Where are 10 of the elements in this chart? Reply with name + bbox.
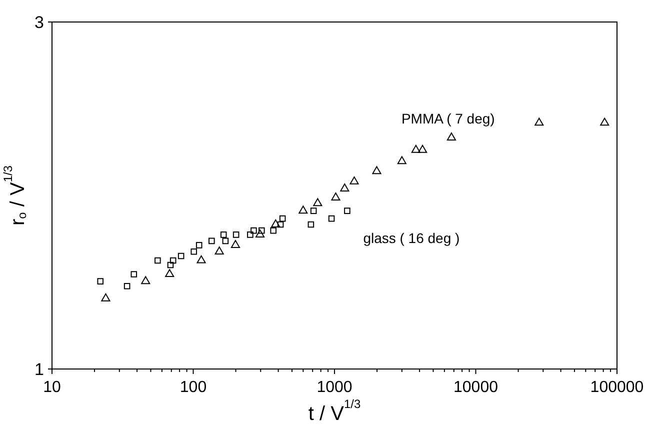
x-tick-label: 100000 (590, 379, 644, 396)
series-label: PMMA ( 7 deg) (401, 110, 495, 127)
x-axis-title: t / V$^{1/3}$ (308, 397, 361, 425)
x-tick-label: 10 (43, 379, 61, 396)
y-tick-label: 3 (34, 13, 44, 32)
x-tick-label: 1000 (316, 379, 352, 396)
series-label: glass ( 16 deg ) (363, 230, 460, 246)
x-tick-label: 10000 (454, 379, 498, 396)
x-tick-label: 100 (180, 379, 207, 396)
y-tick-label: 1 (34, 360, 44, 379)
